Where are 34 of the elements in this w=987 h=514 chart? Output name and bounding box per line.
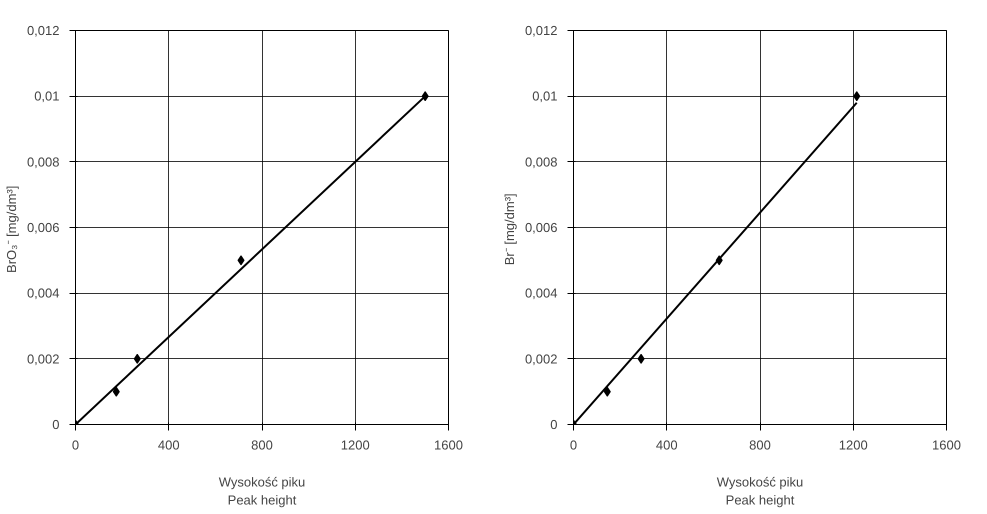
y-tick-label: 0,01 xyxy=(532,88,558,104)
y-tick-label: 0,004 xyxy=(26,286,60,301)
y-tick-label: 0,004 xyxy=(524,286,558,301)
x-tick-label: 1200 xyxy=(340,438,370,452)
x-tick-label: 400 xyxy=(158,438,180,452)
x-tick-label: 1600 xyxy=(932,438,961,452)
x-tick-label: 800 xyxy=(251,438,273,452)
y-tick-label: 0,006 xyxy=(26,220,60,235)
y-tick-label: 0,01 xyxy=(34,88,60,104)
y-tick-label: 0,008 xyxy=(524,154,558,170)
y-tick-label: 0 xyxy=(52,417,60,432)
x-tick-label: 1600 xyxy=(434,438,463,452)
y-axis-title: Br⁻ [mg/dm³] xyxy=(502,193,517,266)
point xyxy=(638,354,645,364)
y-tick-label: 0,012 xyxy=(524,23,558,38)
point xyxy=(112,386,120,397)
x-tick-label: 0 xyxy=(570,438,578,452)
y-tick-label: 0 xyxy=(550,417,558,432)
y-axis-title: BrO₃⁻ [mg/dm³] xyxy=(4,186,19,273)
x-axis-title: Wysokość piku Peak height xyxy=(218,474,306,508)
y-tick-label: 0,006 xyxy=(524,220,558,235)
point xyxy=(134,354,141,364)
y-tick-label: 0,012 xyxy=(26,23,60,38)
y-tick-label: 0,002 xyxy=(524,351,558,366)
x-tick-label: 800 xyxy=(749,438,771,452)
point xyxy=(238,255,245,266)
y-tick-label: 0,008 xyxy=(26,154,60,170)
point xyxy=(853,91,860,102)
x-axis-title: Wysokość piku Peak height xyxy=(716,474,804,508)
x-tick-label: 400 xyxy=(656,438,678,452)
x-tick-label: 1200 xyxy=(838,438,868,452)
x-tick-label: 0 xyxy=(72,438,80,452)
point xyxy=(604,386,611,397)
y-tick-label: 0,002 xyxy=(26,351,60,366)
